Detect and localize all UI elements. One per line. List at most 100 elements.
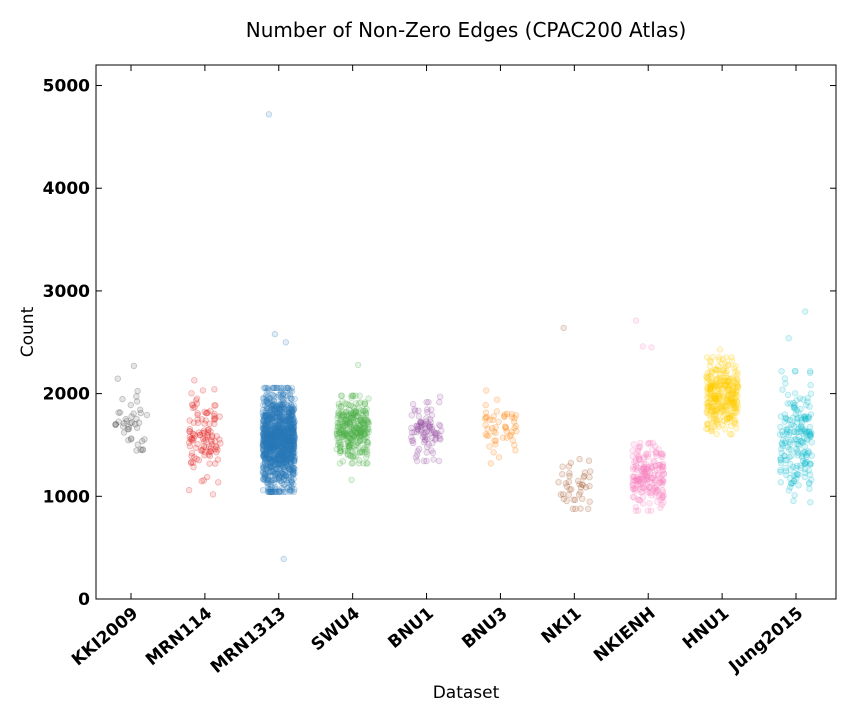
data-point: [342, 416, 350, 424]
data-point: [579, 495, 586, 502]
data-point: [272, 428, 279, 435]
data-point: [276, 418, 283, 425]
data-point: [285, 439, 292, 446]
data-point: [289, 466, 296, 474]
data-point: [338, 403, 345, 410]
data-point: [284, 420, 292, 427]
data-point: [289, 438, 296, 445]
data-point: [349, 454, 357, 461]
data-point: [361, 423, 368, 430]
data-point: [267, 433, 274, 441]
data-point: [425, 399, 432, 406]
data-point: [710, 417, 717, 425]
data-point: [285, 426, 292, 433]
data-point: [339, 434, 346, 441]
data-point: [638, 467, 646, 475]
data-point: [271, 433, 278, 441]
data-point: [272, 470, 279, 478]
data-point: [632, 485, 639, 492]
data-point: [807, 368, 814, 375]
y-axis-label: Count: [18, 306, 38, 357]
data-point: [277, 471, 284, 479]
data-point: [271, 420, 278, 427]
data-point: [285, 409, 293, 417]
data-point: [659, 450, 666, 458]
data-point: [266, 439, 273, 447]
data-point: [278, 387, 285, 394]
data-point: [365, 425, 372, 433]
data-point: [285, 413, 292, 420]
data-point: [640, 484, 647, 491]
data-point: [128, 413, 135, 420]
data-point: [289, 412, 296, 419]
data-point: [413, 428, 420, 436]
data-point: [793, 465, 800, 472]
data-point: [260, 465, 268, 472]
data-point: [280, 432, 288, 439]
y-tick-label: 2000: [43, 385, 90, 405]
data-point: [722, 369, 729, 377]
data-point: [482, 431, 489, 438]
data-point: [281, 466, 288, 474]
data-point: [566, 470, 573, 477]
data-point: [643, 451, 650, 458]
data-point: [289, 446, 297, 453]
data-point: [482, 414, 490, 421]
data-point: [280, 425, 287, 433]
data-point: [634, 481, 641, 489]
data-point: [263, 445, 271, 453]
data-point: [284, 407, 291, 414]
data-point: [261, 443, 268, 451]
data-point: [271, 393, 278, 400]
data-point: [429, 424, 436, 431]
data-point: [120, 420, 128, 427]
data-point: [262, 443, 270, 451]
data-point: [290, 424, 297, 431]
data-point: [281, 438, 288, 446]
data-point: [261, 422, 268, 430]
data-point: [289, 408, 296, 416]
data-point: [346, 443, 353, 450]
data-point: [653, 452, 660, 460]
data-point: [654, 466, 661, 473]
data-point: [262, 466, 269, 473]
data-point: [274, 450, 282, 458]
data-point: [334, 423, 342, 430]
data-point: [273, 431, 281, 438]
data-point: [290, 429, 298, 437]
data-point: [288, 437, 295, 444]
data-point: [499, 434, 507, 441]
data-point: [281, 440, 288, 448]
data-point: [267, 456, 274, 463]
data-point: [338, 392, 346, 399]
data-point: [272, 471, 279, 478]
data-point: [273, 402, 280, 409]
data-point: [658, 479, 665, 486]
data-point: [263, 466, 270, 473]
data-point: [635, 496, 643, 504]
data-point: [654, 498, 661, 505]
y-tick-label: 4000: [43, 179, 90, 199]
data-point: [356, 422, 363, 429]
data-point: [264, 472, 272, 480]
data-point: [785, 431, 792, 439]
data-point: [728, 412, 735, 419]
data-point: [271, 407, 278, 415]
data-point: [272, 451, 280, 458]
data-point: [267, 448, 275, 455]
data-point: [276, 429, 283, 436]
data-point: [284, 455, 291, 463]
data-point: [198, 478, 205, 485]
data-point: [264, 488, 272, 495]
data-point: [356, 427, 364, 434]
data-point: [648, 344, 655, 351]
data-point: [513, 427, 520, 435]
data-point: [284, 430, 291, 437]
data-point: [211, 438, 219, 445]
data-point: [201, 449, 208, 456]
data-point: [490, 413, 497, 420]
data-point: [260, 452, 267, 459]
data-point: [267, 463, 274, 470]
data-point: [281, 408, 288, 416]
data-point: [281, 455, 289, 462]
